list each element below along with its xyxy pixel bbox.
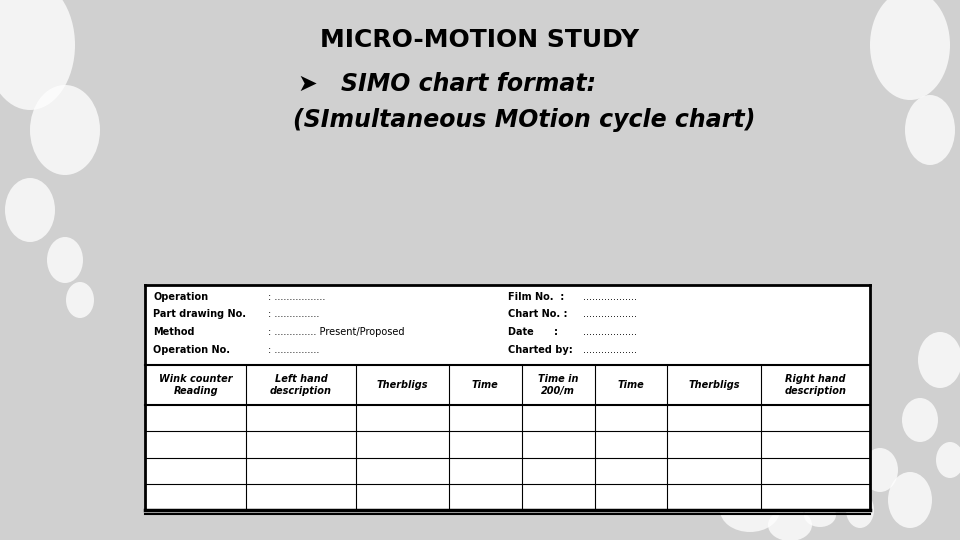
Text: SIMO chart format:: SIMO chart format: <box>341 72 596 96</box>
Ellipse shape <box>905 95 955 165</box>
Text: ..................: .................. <box>583 345 636 355</box>
Text: Time: Time <box>472 380 498 390</box>
Ellipse shape <box>47 237 83 283</box>
Ellipse shape <box>768 509 812 540</box>
Text: (SImultaneous MOtion cycle chart): (SImultaneous MOtion cycle chart) <box>293 108 756 132</box>
Ellipse shape <box>870 0 950 100</box>
Text: Wink counter
Reading: Wink counter Reading <box>158 374 232 396</box>
Ellipse shape <box>936 442 960 478</box>
Text: Date      :: Date : <box>508 327 558 337</box>
Ellipse shape <box>902 398 938 442</box>
Ellipse shape <box>918 332 960 388</box>
Ellipse shape <box>846 492 874 528</box>
Text: : ...............: : ............... <box>268 309 320 319</box>
Ellipse shape <box>862 448 898 492</box>
Text: Left hand
description: Left hand description <box>270 374 332 396</box>
Text: ..................: .................. <box>583 292 636 301</box>
Text: Film No.  :: Film No. : <box>508 292 564 301</box>
Text: Part drawing No.: Part drawing No. <box>153 309 246 319</box>
Text: Therbligs: Therbligs <box>376 380 428 390</box>
Text: Operation No.: Operation No. <box>153 345 230 355</box>
Text: Operation: Operation <box>153 292 208 301</box>
Ellipse shape <box>888 472 932 528</box>
Ellipse shape <box>804 503 836 527</box>
Text: ..................: .................. <box>583 309 636 319</box>
Ellipse shape <box>720 488 780 532</box>
Text: Time in
200/m: Time in 200/m <box>538 374 578 396</box>
Text: : .................: : ................. <box>268 292 325 301</box>
Bar <box>145 285 870 510</box>
Text: Charted by:: Charted by: <box>508 345 572 355</box>
Text: MICRO-MOTION STUDY: MICRO-MOTION STUDY <box>321 28 639 52</box>
Ellipse shape <box>30 85 100 175</box>
Text: ➤: ➤ <box>298 72 318 96</box>
Ellipse shape <box>66 282 94 318</box>
Text: : .............. Present/Proposed: : .............. Present/Proposed <box>268 327 404 337</box>
Text: Method: Method <box>153 327 195 337</box>
Text: Chart No. :: Chart No. : <box>508 309 567 319</box>
Text: Therbligs: Therbligs <box>688 380 740 390</box>
Text: : ...............: : ............... <box>268 345 320 355</box>
Ellipse shape <box>0 0 75 110</box>
Text: ..................: .................. <box>583 327 636 337</box>
Text: Right hand
description: Right hand description <box>784 374 847 396</box>
Text: Time: Time <box>617 380 644 390</box>
Ellipse shape <box>5 178 55 242</box>
